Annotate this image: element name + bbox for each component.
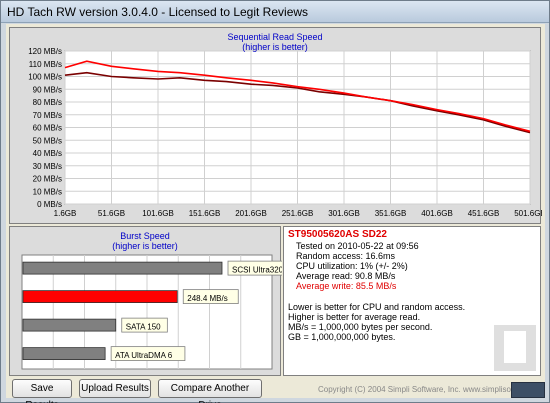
burst-speed-chart: SCSI Ultra320 248.4 MB/s SATA 150 ATA Ultra… [21, 254, 282, 370]
burst-speed-subtitle: (higher is better) [112, 241, 178, 251]
burst-bar-label: 248.4 MB/s [187, 294, 227, 303]
series-line [64, 71, 531, 134]
burst-speed-title: Burst Speed [120, 231, 170, 241]
y-tick-label: 0 MB/s [37, 200, 62, 209]
exit-button[interactable] [511, 382, 545, 398]
burst-bar [22, 261, 223, 275]
burst-bar-label-box [182, 289, 239, 304]
x-tick-label: 51.6GB [98, 209, 125, 218]
y-tick-label: 20 MB/s [33, 175, 62, 184]
x-tick-label: 251.6GB [282, 209, 314, 218]
copyright-text: Copyright (C) 2004 Simpli Software, Inc.… [318, 385, 522, 394]
y-tick-label: 70 MB/s [33, 111, 62, 120]
burst-bar-label: SATA 150 [126, 323, 161, 332]
results-panel: ST95005620AS SD22 Tested on 2010-05-22 a… [283, 226, 541, 376]
note-line: GB = 1,000,000,000 bytes. [288, 332, 396, 342]
note-line: MB/s = 1,000,000 bytes per second. [288, 322, 433, 332]
burst-bar [22, 318, 117, 332]
sequential-read-subtitle: (higher is better) [242, 42, 308, 52]
burst-bar [22, 290, 178, 303]
burst-bar-label-box [110, 346, 186, 361]
y-tick-label: 40 MB/s [33, 149, 62, 158]
x-tick-label: 501.6GB [514, 209, 542, 218]
note-line: Lower is better for CPU and random acces… [288, 302, 466, 312]
drive-name: ST95005620AS SD22 [288, 229, 387, 240]
x-tick-label: 101.6GB [142, 209, 174, 218]
watermark-logo [494, 325, 536, 371]
cpu-utilization: CPU utilization: 1% (+/- 2%) [296, 261, 408, 271]
burst-bar-label: SCSI Ultra320 [232, 266, 282, 275]
save-results-button[interactable]: Save Results [12, 379, 72, 403]
burst-bar-label-box [227, 260, 282, 276]
tested-on: Tested on 2010-05-22 at 09:56 [296, 241, 419, 251]
sequential-read-title: Sequential Read Speed [227, 32, 323, 42]
x-tick-label: 201.6GB [235, 209, 267, 218]
average-write: Average write: 85.5 MB/s [296, 281, 397, 291]
average-read: Average read: 90.8 MB/s [296, 271, 396, 281]
main-area: 0 MB/s 10 MB/s 20 MB/s 30 MB/s 40 MB/s 50 MB/… [6, 24, 545, 403]
x-tick-label: 351.6GB [375, 209, 407, 218]
burst-bar [22, 347, 106, 360]
y-tick-label: 110 MB/s [29, 60, 62, 69]
random-access: Random access: 16.6ms [296, 251, 396, 261]
upload-results-button[interactable]: Upload Results [79, 379, 151, 398]
sequential-read-panel: 0 MB/s 10 MB/s 20 MB/s 30 MB/s 40 MB/s 50 MB/… [9, 27, 542, 224]
x-tick-label: 401.6GB [421, 209, 453, 218]
x-tick-label: 301.6GB [328, 209, 360, 218]
x-tick-label: 1.6GB [54, 209, 77, 218]
y-tick-label: 90 MB/s [33, 85, 62, 94]
series-line [64, 60, 531, 133]
burst-bar-label-box [121, 317, 168, 333]
note-line: Higher is better for average read. [288, 312, 421, 322]
watermark-logo-mark [504, 331, 526, 363]
burst-speed-panel: SCSI Ultra320 248.4 MB/s SATA 150 ATA Ultra… [9, 226, 282, 376]
x-tick-label: 451.6GB [468, 209, 500, 218]
x-tick-label: 151.6GB [189, 209, 221, 218]
compare-another-drive-button[interactable]: Compare Another Drive [158, 379, 262, 403]
title-bar[interactable]: HD Tach RW version 3.0.4.0 - Licensed to… [1, 1, 549, 23]
y-tick-label: 100 MB/s [28, 73, 62, 82]
y-tick-label: 10 MB/s [33, 187, 62, 196]
burst-bar-label: ATA UltraDMA 6 [115, 351, 173, 360]
y-tick-label: 60 MB/s [33, 124, 62, 133]
y-tick-label: 50 MB/s [33, 136, 62, 145]
window-title: HD Tach RW version 3.0.4.0 - Licensed to… [7, 5, 309, 19]
y-tick-label: 80 MB/s [33, 98, 62, 107]
sequential-read-chart: 0 MB/s 10 MB/s 20 MB/s 30 MB/s 40 MB/s 50 MB/… [28, 47, 542, 218]
y-tick-label: 120 MB/s [28, 47, 62, 56]
y-tick-label: 30 MB/s [33, 162, 62, 171]
